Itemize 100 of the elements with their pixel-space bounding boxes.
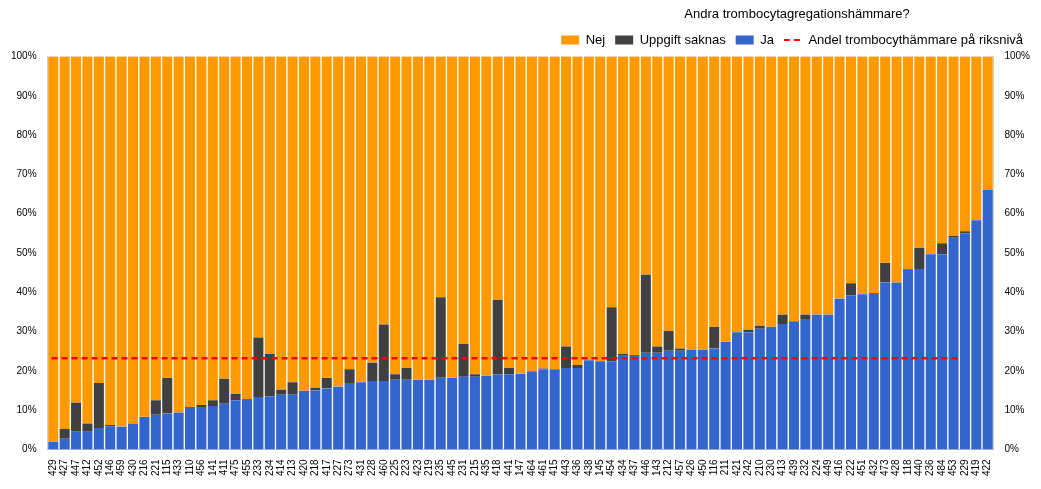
x-tick-label: 430: [126, 458, 138, 476]
x-tick-label: 417: [320, 458, 332, 476]
x-tick-label: 116: [707, 458, 719, 476]
x-tick-label: 216: [138, 458, 150, 476]
x-tick-label: 145: [594, 458, 606, 476]
x-tick-label: 484: [935, 458, 947, 476]
y-tick-label: 30%: [16, 325, 37, 337]
x-tick-label: 215: [468, 458, 480, 476]
x-tick-label: 141: [206, 458, 218, 476]
x-tick-label: 446: [639, 458, 651, 476]
y2-tick-label: 90%: [1004, 89, 1025, 101]
x-tick-label: 435: [480, 458, 492, 476]
x-tick-label: 419: [970, 458, 982, 476]
legend-label: Uppgift saknas: [639, 31, 727, 47]
x-tick-label: 439: [787, 458, 799, 476]
x-tick-label: 449: [821, 458, 833, 476]
x-tick-label: 457: [673, 458, 685, 476]
x-tick-label: 143: [651, 458, 662, 476]
y-tick-label: 40%: [16, 285, 37, 297]
x-tick-label: 443: [559, 458, 571, 476]
x-tick-label: 227: [331, 458, 343, 476]
x-tick-label: 450: [696, 458, 708, 476]
x-tick-label: 473: [878, 458, 890, 476]
x-tick-label: 438: [582, 458, 594, 476]
x-tick-label: 411: [217, 458, 229, 476]
x-tick-label: 440: [913, 458, 925, 476]
x-tick-label: 413: [776, 458, 788, 476]
y2-tick-label: 60%: [1004, 207, 1025, 219]
y-tick-label: 60%: [16, 207, 37, 219]
x-tick-label: 459: [115, 458, 127, 476]
x-tick-label: 110: [183, 458, 195, 476]
x-tick-label: 210: [753, 458, 765, 476]
x-tick-label: 222: [844, 458, 856, 476]
x-tick-label: 416: [833, 458, 845, 476]
x-tick-label: 428: [890, 458, 902, 476]
x-tick-label: 418: [491, 458, 503, 476]
x-tick-label: 452: [92, 458, 104, 476]
x-tick-label: 433: [172, 458, 184, 476]
x-tick-label: 225: [388, 458, 400, 476]
y2-tick-label: 40%: [1004, 285, 1025, 297]
x-tick-label: 146: [104, 458, 115, 476]
x-tick-label: 432: [867, 458, 879, 476]
y2-tick-label: 0%: [1004, 443, 1019, 455]
x-tick-label: 213: [286, 458, 298, 476]
x-tick-label: 427: [58, 458, 70, 476]
x-tick-label: 147: [514, 458, 526, 476]
x-tick-label: 273: [343, 458, 355, 476]
x-tick-label: 228: [366, 458, 378, 476]
x-tick-label: 475: [229, 458, 241, 476]
x-tick-label: 229: [958, 458, 970, 476]
x-tick-label: 211: [719, 458, 731, 476]
x-tick-label: 242: [742, 458, 754, 476]
x-tick-label: 218: [309, 458, 321, 476]
x-tick-label: 219: [423, 458, 435, 476]
x-tick-label: 445: [445, 458, 457, 476]
x-tick-label: 115: [160, 458, 172, 476]
y2-tick-label: 70%: [1004, 168, 1025, 180]
x-tick-label: 415: [548, 458, 560, 476]
y-tick-label: 10%: [16, 403, 37, 415]
x-tick-label: 223: [400, 458, 412, 476]
x-tick-label: 451: [856, 458, 868, 476]
y2-tick-label: 50%: [1004, 246, 1025, 258]
x-tick-label: 235: [434, 458, 446, 476]
y2-tick-label: 20%: [1004, 364, 1025, 376]
x-tick-label: 118: [901, 458, 913, 476]
x-tick-label: 221: [149, 458, 161, 476]
x-tick-label: 447: [69, 458, 81, 476]
y-tick-label: 80%: [16, 128, 37, 140]
x-tick-label: 431: [354, 458, 366, 476]
x-tick-label: 414: [274, 458, 286, 476]
x-tick-label: 460: [377, 458, 389, 476]
x-tick-label: 422: [981, 458, 993, 476]
y-tick-label: 50%: [16, 246, 37, 258]
x-tick-label: 420: [297, 458, 309, 476]
x-tick-label: 212: [662, 458, 674, 476]
x-tick-label: 434: [616, 458, 628, 476]
y2-tick-label: 10%: [1004, 403, 1025, 415]
y2-tick-label: 80%: [1004, 128, 1025, 140]
y-tick-label: 70%: [16, 168, 37, 180]
x-tick-label: 421: [730, 458, 742, 476]
x-tick-label: 232: [799, 458, 811, 476]
x-tick-label: 231: [457, 458, 469, 476]
x-tick-label: 426: [685, 458, 697, 476]
y2-tick-label: 100%: [1004, 50, 1031, 62]
x-tick-label: 429: [47, 458, 59, 476]
x-tick-label: 453: [947, 458, 959, 476]
x-tick-label: 230: [764, 458, 776, 476]
x-tick-label: 423: [411, 458, 423, 476]
y-tick-label: 0%: [22, 443, 37, 455]
x-tick-label: 437: [628, 458, 640, 476]
x-tick-label: 454: [605, 458, 617, 476]
x-tick-label: 441: [502, 458, 514, 476]
x-tick-label: 233: [252, 458, 264, 476]
legend-title: Andra trombocytagregationshämmare?: [684, 6, 910, 22]
x-tick-label: 461: [537, 458, 549, 476]
legend-label: Ja: [760, 31, 775, 47]
y2-tick-label: 30%: [1004, 325, 1025, 337]
y-tick-label: 100%: [11, 50, 37, 62]
legend-label: Nej: [585, 31, 606, 47]
x-tick-label: 236: [924, 458, 936, 476]
